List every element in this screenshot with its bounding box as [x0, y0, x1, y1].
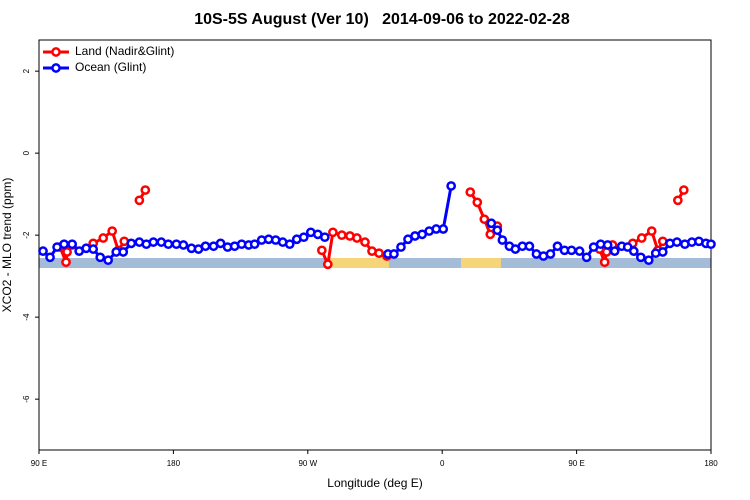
point [200, 241, 211, 252]
point [479, 214, 490, 225]
point [249, 239, 260, 250]
point [646, 226, 657, 236]
point [609, 246, 620, 256]
point [657, 247, 668, 257]
point [126, 238, 137, 249]
point [148, 237, 159, 247]
map-strip [39, 258, 711, 268]
point [360, 237, 370, 247]
point [352, 233, 362, 243]
point [163, 239, 174, 250]
point [438, 224, 449, 234]
point [465, 187, 476, 197]
legend-marker [51, 47, 61, 57]
y-tick-label: 2 [22, 68, 31, 73]
point [103, 255, 113, 266]
point [552, 241, 563, 252]
point [140, 185, 151, 195]
x-tick-label: 90 E [568, 459, 584, 468]
point [336, 230, 347, 241]
point [98, 233, 109, 243]
point [322, 259, 333, 270]
point [566, 245, 577, 256]
legend-label: Ocean (Glint) [75, 60, 146, 74]
point [524, 241, 535, 252]
point [678, 185, 689, 195]
y-tick-label: 0 [22, 150, 31, 155]
point [59, 239, 69, 250]
point [118, 247, 129, 257]
point [45, 252, 55, 263]
point [599, 257, 610, 268]
point [574, 246, 585, 256]
point [635, 252, 646, 263]
y-tick-label: -4 [22, 313, 31, 321]
point [581, 252, 592, 263]
point [602, 240, 613, 250]
point [472, 197, 483, 208]
point [389, 249, 399, 259]
point [215, 238, 226, 249]
point [636, 233, 647, 243]
point [672, 237, 682, 247]
x-tick-label: 0 [440, 459, 445, 468]
x-tick-label: 180 [704, 459, 718, 468]
point [316, 245, 327, 256]
chart-title: 10S-5S August (Ver 10) 2014-09-06 to 202… [194, 11, 570, 28]
point [545, 249, 556, 259]
point [328, 227, 338, 238]
point [178, 240, 189, 250]
point [628, 246, 639, 256]
legend-label: Land (Nadir&Glint) [75, 44, 174, 58]
y-axis-label: XCO2 - MLO trend (ppm) [0, 178, 14, 313]
y-tick-label: -2 [22, 231, 31, 239]
point [38, 246, 48, 256]
point [284, 239, 295, 250]
point [396, 242, 406, 252]
point [643, 255, 654, 266]
y-tick-label: -6 [22, 395, 31, 403]
point [107, 226, 118, 236]
point [298, 232, 309, 243]
point [134, 195, 145, 206]
point [95, 252, 106, 263]
x-axis-label: Longitude (deg E) [327, 476, 422, 490]
point [486, 218, 497, 229]
point [374, 248, 384, 259]
point [497, 235, 508, 245]
x-tick-label: 90 E [31, 459, 47, 468]
point [485, 229, 496, 240]
x-tick-label: 90 W [298, 459, 317, 468]
point [492, 225, 503, 236]
x-tick-label: 180 [167, 459, 181, 468]
point [706, 239, 716, 250]
point [61, 257, 71, 268]
point [62, 247, 72, 257]
legend-marker [51, 63, 61, 73]
point [67, 239, 78, 250]
point [446, 181, 457, 191]
point [319, 232, 330, 243]
point [88, 244, 99, 254]
point [672, 195, 683, 206]
